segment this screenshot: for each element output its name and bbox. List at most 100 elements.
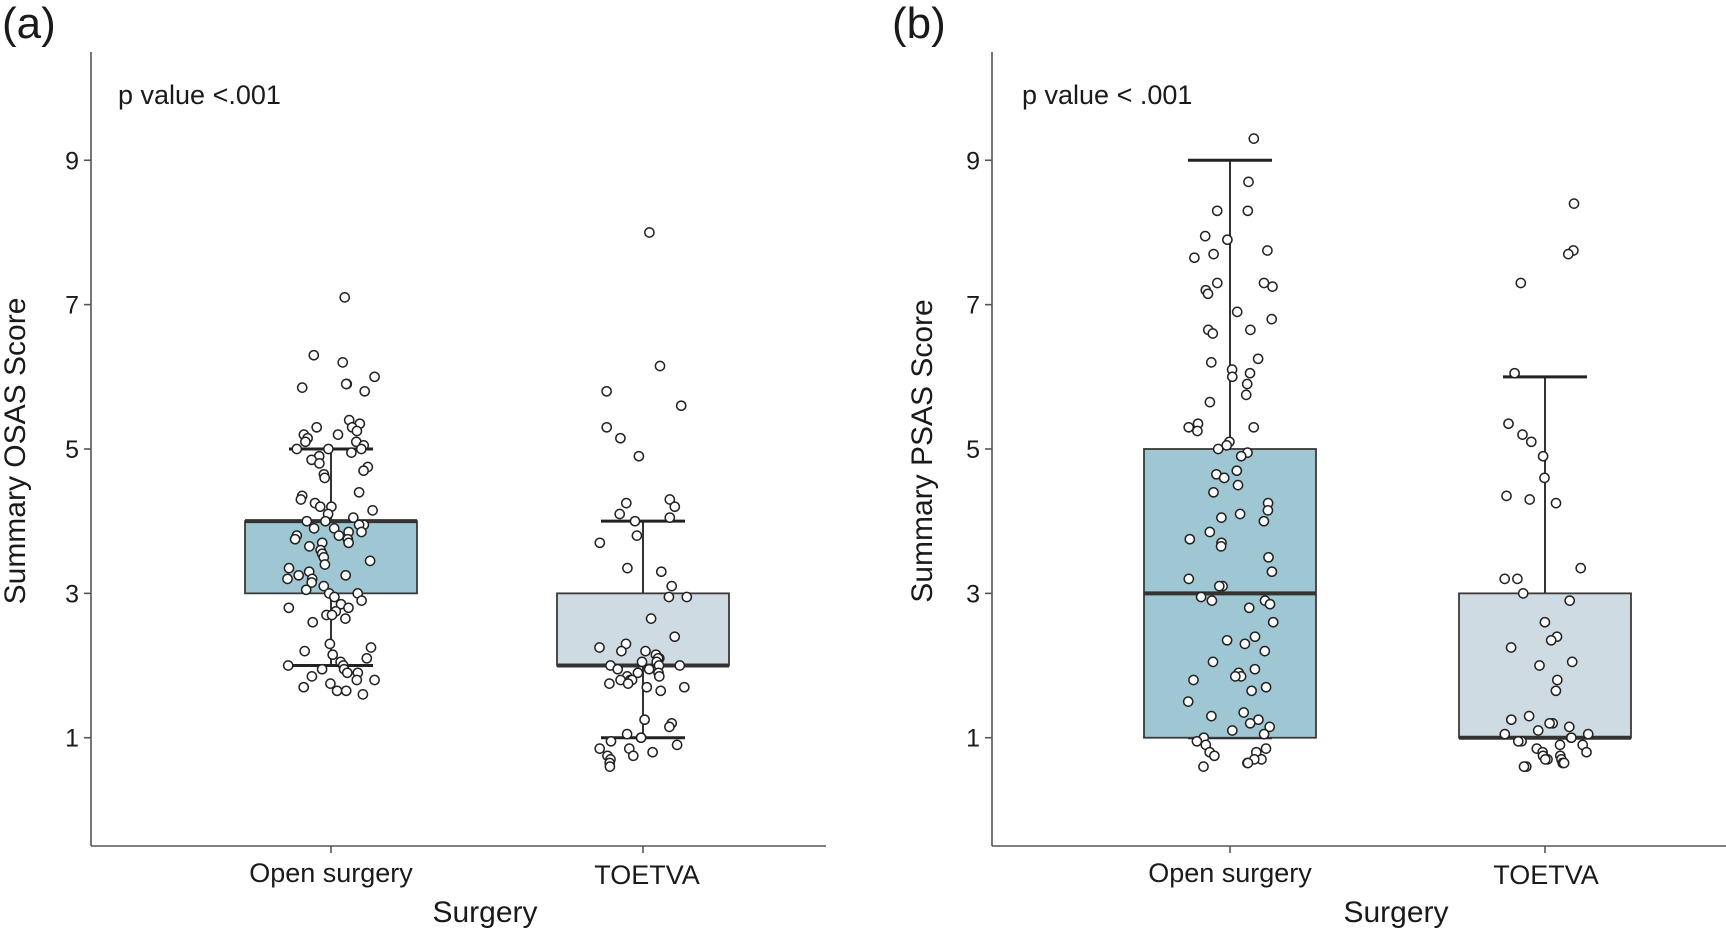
panel-a-toetva-point — [621, 728, 633, 740]
panel-a-toetva-point — [666, 580, 678, 592]
panel-a-open-surgery-point — [340, 613, 351, 624]
panel-a-toetva-point — [664, 721, 675, 733]
panel-a-toetva-point — [622, 678, 634, 689]
panel-b-open-surgery-point — [1212, 443, 1224, 455]
panel-b-toetva-point — [1503, 418, 1514, 430]
panel-a-open-surgery-point — [306, 577, 318, 588]
panel-a-toetva-point — [601, 385, 612, 397]
panel-b-open-surgery-point — [1267, 616, 1279, 628]
panel-a-toetva-point — [612, 663, 624, 675]
panel-a-toetva-point — [594, 743, 606, 754]
panel-a-open-surgery-point — [323, 443, 334, 455]
panel-a-open-surgery-point — [361, 652, 373, 664]
panel-a-open-surgery-point — [326, 609, 338, 621]
panel-b-open-surgery-point — [1206, 710, 1217, 722]
panel-b-toetva-point — [1563, 721, 1575, 733]
panel-b-open-surgery-point — [1234, 508, 1246, 520]
panel-a-open-surgery-point — [346, 447, 357, 458]
panel-a-toetva-point — [639, 714, 650, 726]
panel-b-open-surgery-point — [1231, 465, 1243, 477]
panel-b-toetva-point — [1537, 450, 1549, 462]
panel-b-open-surgery-point — [1202, 288, 1214, 300]
panel-a-open-surgery-point — [314, 458, 325, 469]
panel-b-open-surgery-point — [1249, 663, 1261, 675]
panel-a-toetva-point — [633, 450, 645, 462]
panel-b-open-surgery-point — [1242, 757, 1254, 769]
panel-b-x-axis-label: Surgery — [1343, 896, 1448, 929]
panel-a-open-surgery-point — [341, 667, 353, 679]
panel-b-open-surgery-point — [1243, 176, 1254, 188]
panel-b-p-value: p value < .001 — [1022, 80, 1192, 110]
panel-b-open-surgery-point — [1243, 602, 1255, 614]
panel-b-toetva-point — [1501, 490, 1512, 502]
panel-b-toetva-point — [1539, 472, 1550, 484]
panel-b-open-surgery-point — [1252, 353, 1264, 365]
panel-b-open-surgery-point — [1184, 533, 1196, 545]
panel-a-toetva-point — [594, 537, 606, 549]
panel-b-open-surgery-point — [1239, 638, 1251, 650]
panel-a-open-surgery-point — [318, 580, 330, 592]
panel-a-open-surgery-point — [365, 642, 377, 653]
panel-a-open-surgery-point — [296, 382, 308, 393]
panel-a-open-surgery-point — [295, 494, 307, 505]
panel-b-open-surgery-point — [1215, 541, 1227, 552]
panel-a-toetva-point — [654, 360, 666, 372]
panel-b-toetva-point — [1499, 728, 1511, 740]
panel-a-open-surgery-point — [369, 371, 380, 383]
panel-b-open-surgery-point — [1229, 671, 1241, 682]
panel-a-open-surgery-point — [333, 530, 345, 541]
panel-b-open-surgery-point — [1226, 371, 1238, 383]
panel-b-toetva-point — [1550, 685, 1562, 697]
panel-b-open-surgery-point — [1192, 425, 1203, 437]
panel-b-open-surgery-point — [1267, 281, 1278, 292]
panel-b-open-surgery-point — [1244, 367, 1256, 379]
panel-b-toetva-box — [1458, 592, 1632, 739]
panel-a-open-surgery-point — [291, 443, 303, 455]
panel-a-toetva-point — [671, 739, 683, 751]
panel-b-toetva-point — [1518, 761, 1530, 772]
panel-a-toetva-point — [627, 750, 639, 762]
panel-a-x-tick-toetva: TOETVA — [594, 860, 700, 890]
panel-b-open-surgery-point — [1232, 479, 1244, 491]
panel-b-toetva-point — [1558, 757, 1570, 769]
panel-b-toetva-point — [1566, 656, 1578, 668]
panel-b-open-surgery-point — [1246, 685, 1257, 697]
panel-a-toetva-point — [616, 645, 627, 657]
panel-a-open-surgery-point — [351, 674, 363, 686]
panel-b-open-surgery-point — [1248, 133, 1260, 144]
panel-b-toetva-point — [1509, 367, 1520, 379]
panel-b-open-surgery-point — [1264, 598, 1276, 610]
panel-b-open-surgery-point — [1188, 674, 1199, 686]
panel-a-toetva-point — [604, 761, 616, 772]
panel-a-open-surgery-point — [282, 573, 293, 585]
panel-a-y-tick-label: 5 — [65, 436, 79, 464]
panel-b-open-surgery-point — [1249, 631, 1261, 643]
panel-b-toetva-point — [1568, 198, 1580, 209]
panel-a-open-surgery-point — [298, 681, 310, 693]
panel-b-open-surgery-point — [1262, 505, 1274, 516]
panel-a-toetva-point — [604, 678, 615, 689]
panel-a-open-surgery-point — [300, 584, 312, 596]
panel-a-open-surgery-point — [282, 660, 294, 671]
panel-a-toetva-point — [655, 685, 667, 697]
panel-b-marks: 1 3 5 7 9 — [966, 52, 1726, 853]
panel-a-open-surgery-point — [343, 602, 354, 614]
panel-a-x-axis-label: Surgery — [432, 896, 537, 929]
panel-b-toetva-point — [1564, 595, 1576, 606]
panel-a-p-value: p value <.001 — [118, 80, 281, 110]
panel-a-open-surgery-point — [293, 569, 305, 581]
panel-a-open-surgery-point — [356, 595, 367, 606]
panel-a-open-surgery-point — [331, 685, 343, 697]
panel-a-open-surgery-point — [308, 349, 320, 361]
panel-b-open-surgery-point — [1244, 717, 1256, 729]
panel-b-open-surgery-point — [1204, 396, 1216, 408]
panel-a-open-surgery-point — [359, 385, 371, 397]
panel-b-open-surgery-point — [1191, 735, 1203, 747]
panel-b-open-surgery-point — [1241, 378, 1253, 390]
panel-b-toetva-point — [1545, 634, 1557, 646]
panel-a-toetva-point — [644, 227, 655, 238]
panel-a-open-surgery-point — [301, 515, 313, 527]
panel-a-toetva-point — [663, 591, 675, 603]
panel-b-open-surgery-point — [1199, 230, 1211, 242]
panel-a-y-tick-label: 7 — [65, 292, 79, 320]
